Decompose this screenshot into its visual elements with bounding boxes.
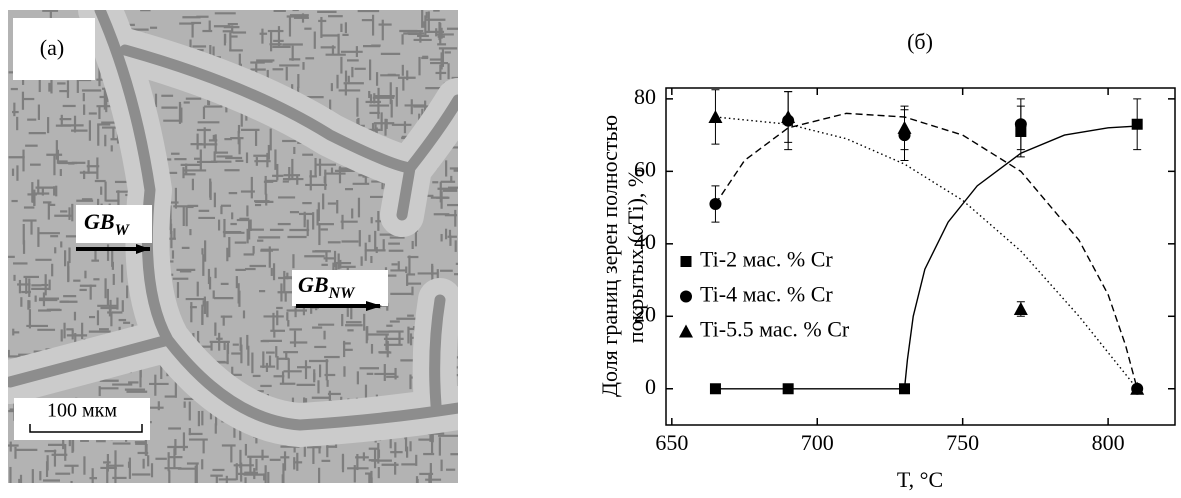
y-tick-label: 40 (634, 229, 656, 254)
legend-label: Ti-2 мас. % Cr (700, 247, 833, 272)
annotation-sub: W (115, 222, 131, 239)
marker-circle (680, 291, 692, 303)
marker-triangle (679, 325, 693, 338)
marker-triangle (708, 110, 722, 123)
y-axis-label: Доля границ зерен полностью (597, 115, 622, 397)
y-tick-label: 0 (645, 374, 656, 399)
marker-triangle (1014, 302, 1028, 315)
marker-square (899, 383, 910, 394)
x-axis-label: T, °C (897, 467, 943, 492)
marker-square (681, 256, 692, 267)
marker-square (783, 383, 794, 394)
y-tick-label: 60 (634, 156, 656, 181)
x-tick-label: 800 (1092, 430, 1125, 455)
plot-area: 650 700 750 800 0 20 40 60 80 Ti-2 мас. % Cr Ti-4 … (634, 84, 1175, 455)
x-tick-label: 700 (801, 430, 834, 455)
chart-title: (б) (907, 29, 933, 54)
scale-bar-label: 100 мкм (47, 400, 117, 422)
marker-circle (1015, 118, 1027, 130)
marker-circle (709, 198, 721, 210)
x-tick-label: 650 (655, 430, 688, 455)
panel-label: (a) (40, 35, 64, 60)
micrograph: (a) GBW GBNW 100 мкм (8, 10, 476, 493)
y-tick-label: 80 (634, 84, 656, 109)
x-tick-label: 750 (946, 430, 979, 455)
annotation-sub: NW (328, 285, 357, 302)
page: {"panel_a": {"label": "(a)", "annotation… (0, 0, 1181, 493)
marker-triangle (898, 121, 912, 134)
annotation-main: GB (298, 272, 329, 297)
marker-square (710, 383, 721, 394)
marker-square (1132, 119, 1143, 130)
legend-label: Ti-5.5 мас. % Cr (700, 317, 850, 342)
marker-triangle (781, 110, 795, 123)
y-tick-label: 20 (634, 301, 656, 326)
figure: (a) GBW GBNW 100 мкм (б) T, °C Доля гран… (0, 0, 1181, 493)
legend-label: Ti-4 мас. % Cr (700, 282, 833, 307)
annotation-main: GB (84, 209, 115, 234)
